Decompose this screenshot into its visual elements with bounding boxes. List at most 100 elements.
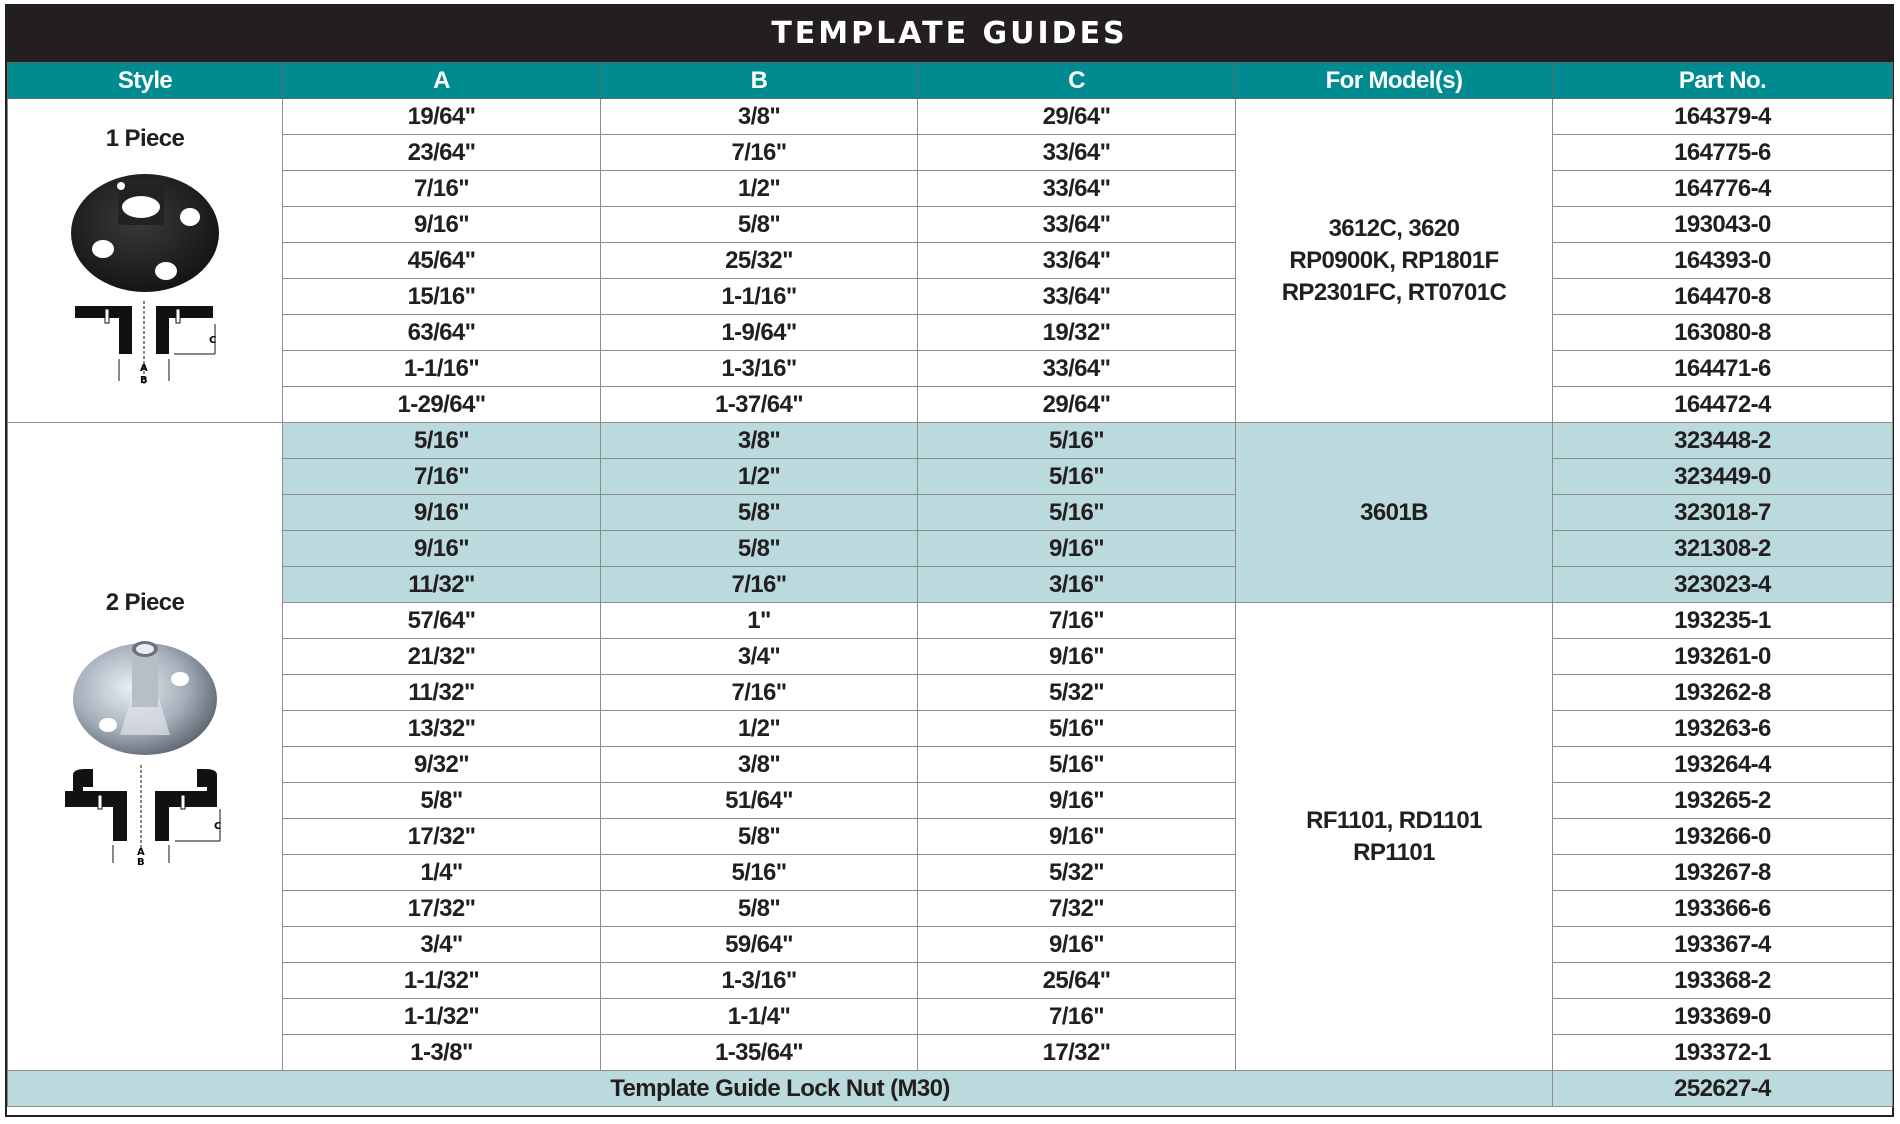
header-c: C xyxy=(917,62,1236,99)
cell-b: 1/2" xyxy=(600,170,918,207)
table-row: 45/64" 25/32" 33/64" 164393-0 xyxy=(8,242,1893,279)
cell-c: 29/64" xyxy=(917,386,1236,423)
cell-part-no: 193261-0 xyxy=(1552,638,1893,675)
cell-c: 9/16" xyxy=(917,530,1236,567)
cell-c: 5/16" xyxy=(917,494,1236,531)
cell-a: 7/16" xyxy=(282,458,601,495)
cell-part-no: 164393-0 xyxy=(1552,242,1893,279)
cell-a: 5/16" xyxy=(282,422,601,459)
cell-b: 1-35/64" xyxy=(600,1034,918,1071)
cell-c: 9/16" xyxy=(917,818,1236,855)
cell-part-no: 323023-4 xyxy=(1552,566,1893,603)
lock-nut-label: Template Guide Lock Nut (M30) xyxy=(7,1070,1553,1107)
cell-part-no: 164471-6 xyxy=(1552,350,1893,387)
table-title: TEMPLATE GUIDES xyxy=(7,6,1892,62)
cell-part-no: 193043-0 xyxy=(1552,206,1893,243)
cell-b: 25/32" xyxy=(600,242,918,279)
table-row: 7/16" 1/2" 33/64" 164776-4 xyxy=(8,170,1893,207)
cell-b: 1/2" xyxy=(600,710,918,747)
cell-a: 1-1/16" xyxy=(282,350,601,387)
cell-b: 1-9/64" xyxy=(600,314,918,351)
cell-c: 19/32" xyxy=(917,314,1236,351)
cell-b: 3/8" xyxy=(600,422,918,459)
cell-b: 59/64" xyxy=(600,926,918,963)
cell-part-no: 193372-1 xyxy=(1552,1034,1893,1071)
table-row: 13/32" 1/2" 5/16" 193263-6 xyxy=(8,710,1893,747)
table-row: 1 Piece C A B 19/64" 3/8" 29/64" 3612C, 362… xyxy=(7,98,1893,423)
table-row: 9/16" 5/8" 33/64" 193043-0 xyxy=(8,206,1893,243)
svg-text:C: C xyxy=(209,335,216,346)
cell-b: 1-1/16" xyxy=(600,278,918,315)
cell-part-no: 164470-8 xyxy=(1552,278,1893,315)
svg-text:B: B xyxy=(137,857,144,865)
cell-part-no: 193366-6 xyxy=(1552,890,1893,927)
cell-a: 15/16" xyxy=(282,278,601,315)
table-row: 3/4" 59/64" 9/16" 193367-4 xyxy=(8,926,1893,963)
cell-a: 9/16" xyxy=(282,206,601,243)
two-piece-cross-section-diagram: C A B xyxy=(65,764,222,865)
table-row: 1-3/8" 1-35/64" 17/32" 193372-1 xyxy=(8,1034,1893,1071)
svg-text:C: C xyxy=(214,821,221,832)
one-piece-cross-section-diagram: C A B xyxy=(75,301,217,385)
cell-c: 33/64" xyxy=(917,170,1236,207)
footer-row: Template Guide Lock Nut (M30) 252627-4 xyxy=(7,1070,1893,1107)
cell-part-no: 193266-0 xyxy=(1552,818,1893,855)
cell-b: 1/2" xyxy=(600,458,918,495)
lock-nut-part-no: 252627-4 xyxy=(1552,1070,1893,1107)
table-row: 21/32" 3/4" 9/16" 193261-0 xyxy=(8,638,1893,675)
cell-c: 7/16" xyxy=(917,998,1236,1035)
cell-c: 5/16" xyxy=(917,746,1236,783)
cell-c: 29/64" xyxy=(917,98,1236,135)
cell-a: 9/16" xyxy=(282,530,601,567)
table-row: 9/16" 5/8" 9/16" 321308-2 xyxy=(8,530,1893,567)
cell-a: 3/4" xyxy=(282,926,601,963)
cell-part-no: 193369-0 xyxy=(1552,998,1893,1035)
table-row: 1-1/32" 1-1/4" 7/16" 193369-0 xyxy=(8,998,1893,1035)
cell-b: 7/16" xyxy=(600,674,918,711)
cell-a: 13/32" xyxy=(282,710,601,747)
cell-c: 7/16" xyxy=(917,602,1236,639)
style-cell: 2 Piece C A B xyxy=(7,422,283,1071)
table-row: 2 Piece C A B 5/16" 3/8" 5/16" 3601B 323448-… xyxy=(7,422,1893,1071)
cell-c: 9/16" xyxy=(917,782,1236,819)
header-row: Style A B C For Model(s) Part No. xyxy=(7,62,1893,99)
cell-b: 51/64" xyxy=(600,782,918,819)
header-part-no: Part No. xyxy=(1552,62,1893,99)
cell-a: 1-3/8" xyxy=(282,1034,601,1071)
table-row: 63/64" 1-9/64" 19/32" 163080-8 xyxy=(8,314,1893,351)
table-row: 1/4" 5/16" 5/32" 193267-8 xyxy=(8,854,1893,891)
cell-part-no: 323449-0 xyxy=(1552,458,1893,495)
table-row: 17/32" 5/8" 9/16" 193266-0 xyxy=(8,818,1893,855)
cell-a: 57/64" xyxy=(282,602,601,639)
silver-two-piece-template-guide-image xyxy=(73,640,217,755)
cell-c: 33/64" xyxy=(917,242,1236,279)
cell-c: 5/32" xyxy=(917,674,1236,711)
cell-a: 1/4" xyxy=(282,854,601,891)
table-row: 15/16" 1-1/16" 33/64" 164470-8 xyxy=(8,278,1893,315)
cell-part-no: 321308-2 xyxy=(1552,530,1893,567)
cell-c: 5/32" xyxy=(917,854,1236,891)
models-cell: 3612C, 3620 RP0900K, RP1801F RP2301FC, R… xyxy=(1235,98,1553,423)
cell-b: 1-3/16" xyxy=(600,350,918,387)
table-row: 1-29/64" 1-37/64" 29/64" 164472-4 xyxy=(8,386,1893,423)
header-models: For Model(s) xyxy=(1235,62,1553,99)
table-row: 57/64" 1" 7/16" RF1101, RD1101 RP1101 193235… xyxy=(8,602,1893,1071)
style-label: 2 Piece xyxy=(105,588,185,616)
cell-c: 25/64" xyxy=(917,962,1236,999)
cell-a: 9/32" xyxy=(282,746,601,783)
table-row: 11/32" 7/16" 3/16" 323023-4 xyxy=(8,566,1893,603)
table-row: 7/16" 1/2" 5/16" 323449-0 xyxy=(8,458,1893,495)
cell-c: 3/16" xyxy=(917,566,1236,603)
cell-b: 3/8" xyxy=(600,98,918,135)
cell-c: 33/64" xyxy=(917,350,1236,387)
template-guides-table: Style A B C For Model(s) Part No. 1 Piec… xyxy=(7,62,1893,1107)
cell-a: 1-1/32" xyxy=(282,962,601,999)
cell-b: 7/16" xyxy=(600,566,918,603)
cell-c: 33/64" xyxy=(917,206,1236,243)
cell-a: 17/32" xyxy=(282,890,601,927)
header-style: Style xyxy=(7,62,283,99)
cell-b: 5/8" xyxy=(600,494,918,531)
cell-part-no: 193368-2 xyxy=(1552,962,1893,999)
cell-a: 63/64" xyxy=(282,314,601,351)
style-label: 1 Piece xyxy=(105,125,185,152)
